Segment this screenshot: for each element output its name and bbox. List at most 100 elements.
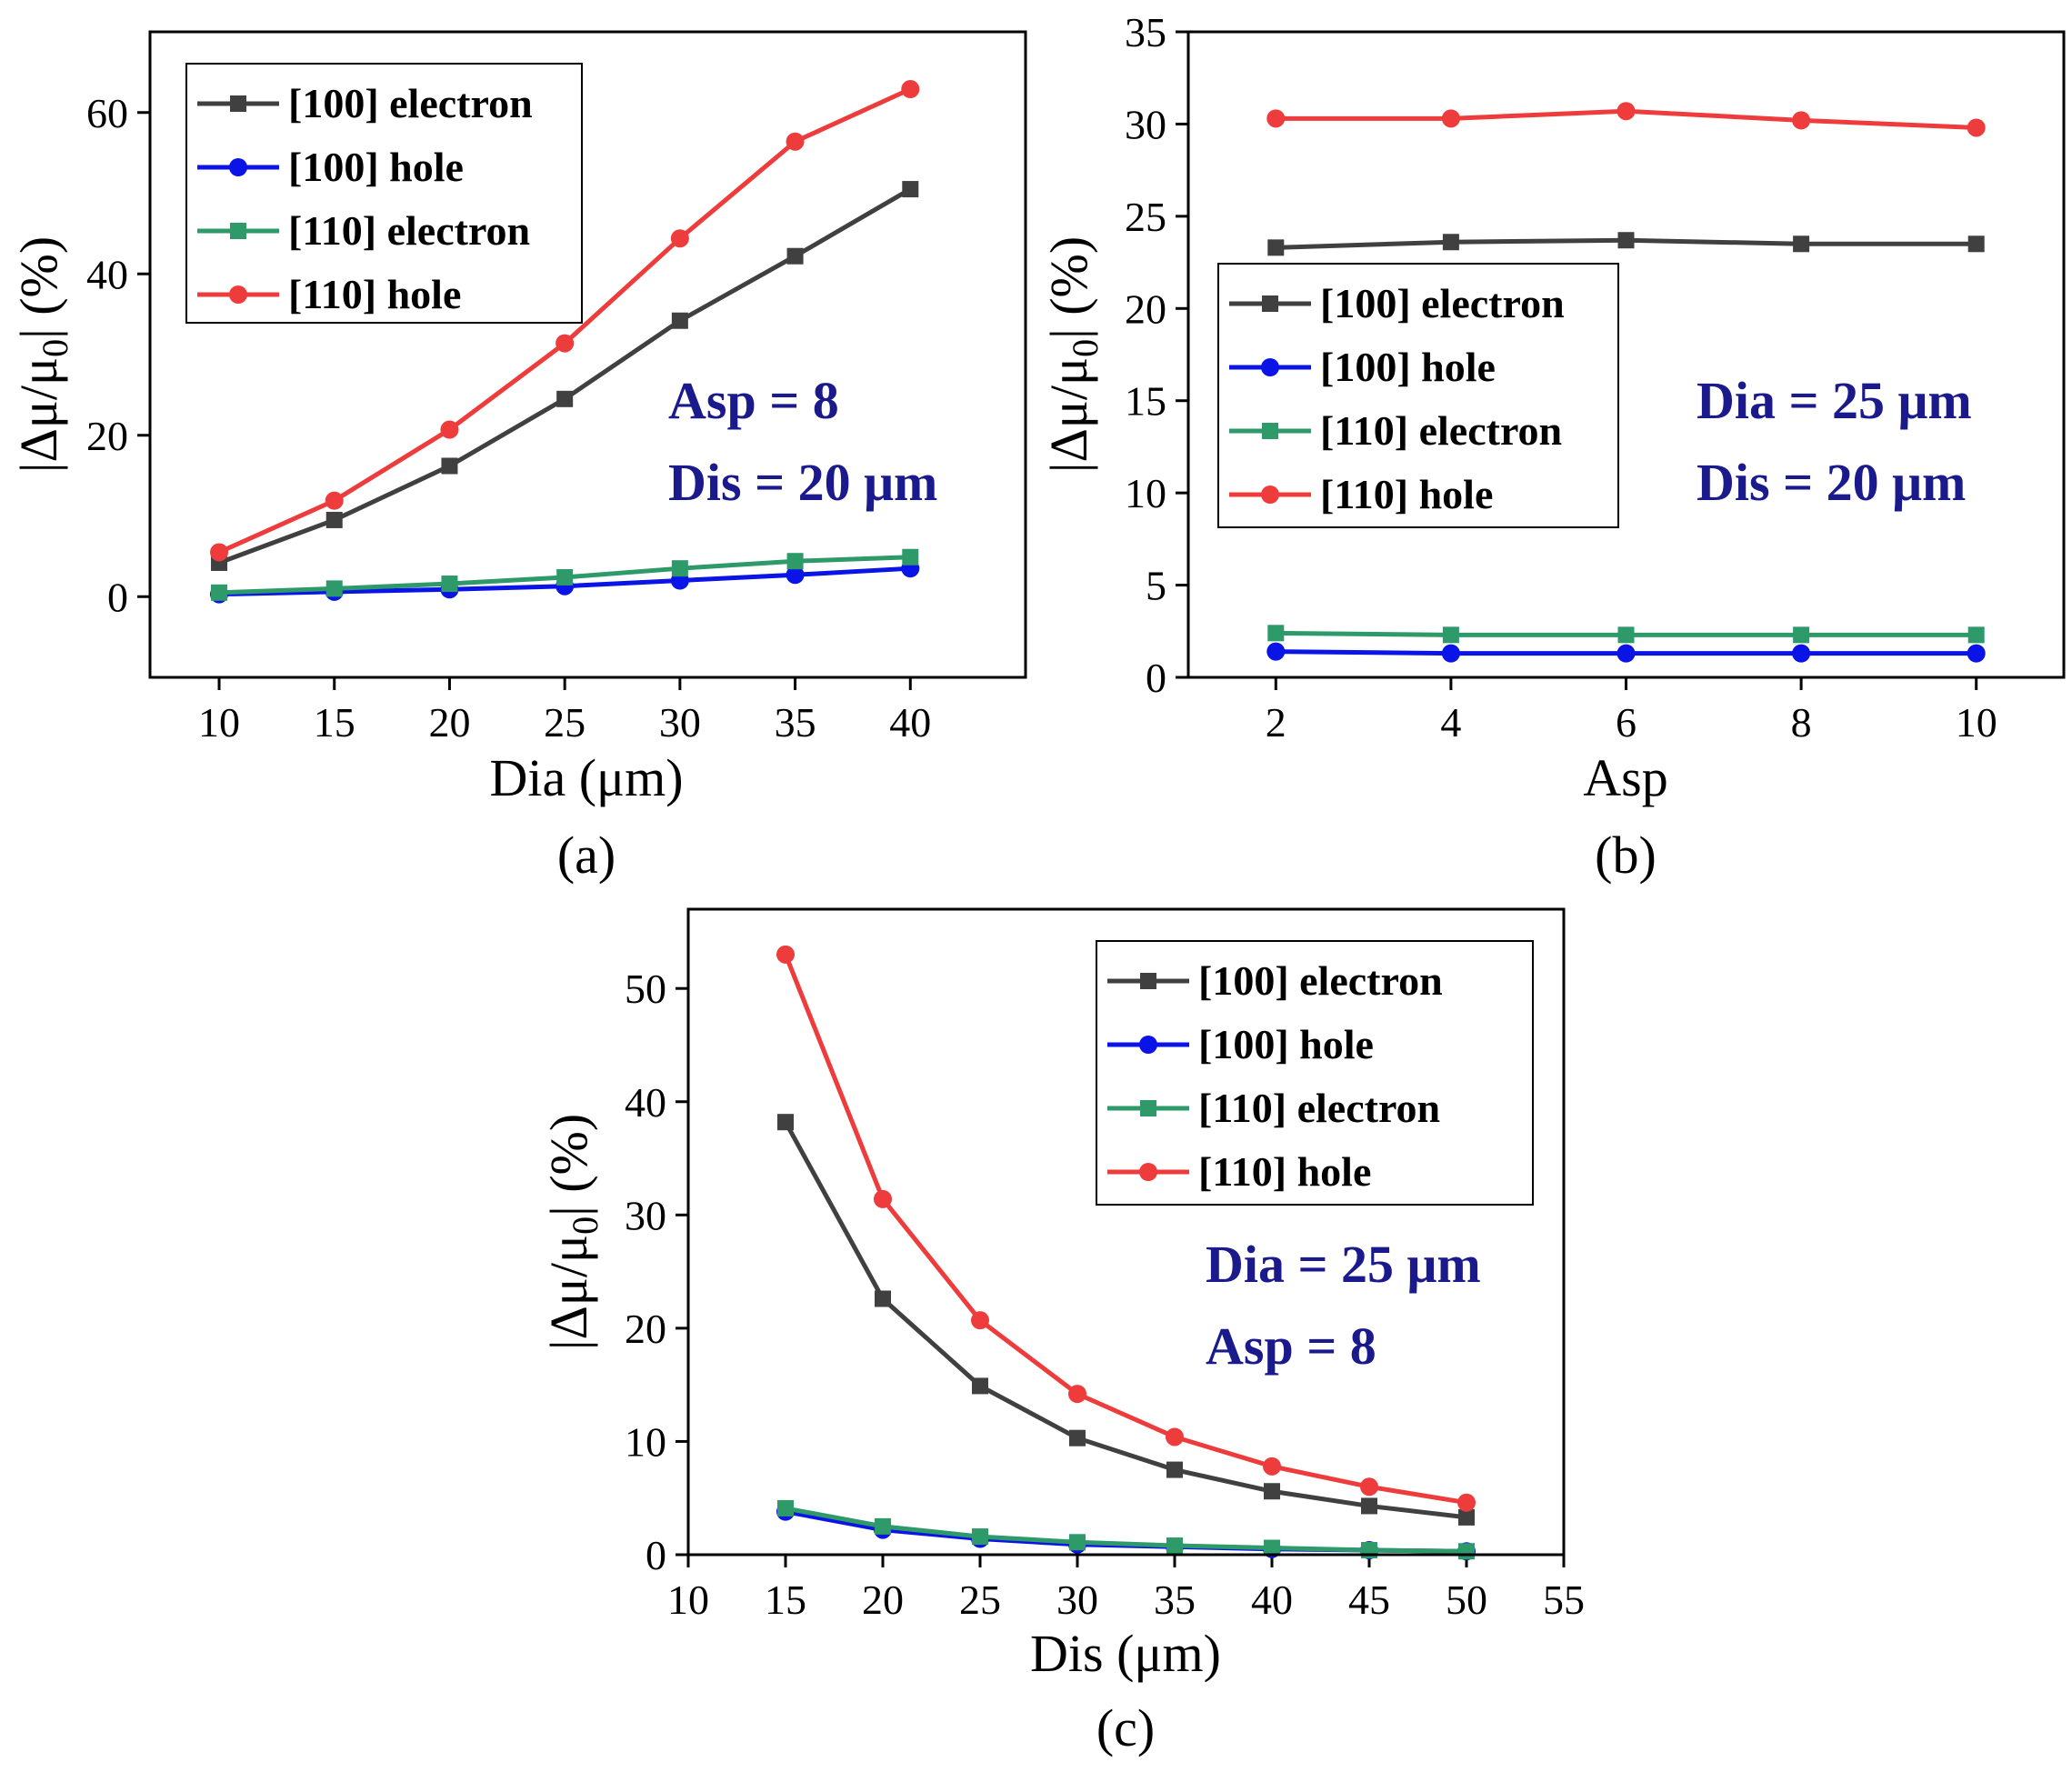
data-point	[1793, 626, 1810, 644]
data-point	[902, 548, 919, 566]
data-point	[556, 568, 574, 586]
x-tick-label: 40	[889, 699, 931, 746]
data-point	[1263, 1457, 1281, 1476]
data-point	[1967, 235, 1985, 253]
y-tick-label: 5	[1146, 563, 1166, 609]
series-100-electron	[777, 1114, 1475, 1526]
y-tick-label: 10	[625, 1418, 666, 1465]
data-point	[211, 584, 228, 601]
data-point	[670, 229, 689, 248]
legend-marker	[1261, 486, 1279, 504]
series-110-electron	[1267, 625, 1985, 644]
annotation: Dia = 25 μm	[1206, 1235, 1481, 1294]
data-point	[1166, 1461, 1183, 1478]
data-point	[1617, 626, 1635, 644]
legend-label: [110] hole	[288, 271, 461, 317]
y-tick-label: 30	[1125, 101, 1166, 147]
annotation: Dis = 20 μm	[1697, 453, 1966, 512]
annotation: Asp = 8	[668, 371, 839, 430]
x-tick-label: 10	[1956, 699, 1997, 746]
plot-frame	[686, 907, 1566, 1557]
data-point	[1617, 102, 1636, 121]
series-100-hole	[1266, 642, 1986, 663]
x-tick-label: 10	[667, 1577, 709, 1623]
data-point	[1442, 626, 1459, 644]
data-point	[786, 247, 804, 265]
data-point	[1266, 109, 1286, 128]
y-axis-label-tail: | (%)	[1039, 236, 1098, 339]
legend: [100] electron [100] hole [110] electron [1…	[185, 63, 583, 324]
data-point	[1793, 235, 1810, 253]
legend-box	[1217, 263, 1619, 528]
legend-marker	[1139, 1036, 1157, 1054]
x-tick-label: 30	[1056, 1577, 1098, 1623]
data-point	[1264, 1483, 1280, 1500]
data-point	[777, 1499, 794, 1517]
x-tick-label: 45	[1348, 1577, 1390, 1623]
y-tick-label: 10	[1125, 470, 1166, 516]
data-point	[556, 334, 575, 353]
data-point	[440, 420, 459, 439]
plot-frame	[1186, 30, 2066, 679]
data-point	[972, 1528, 988, 1546]
y-tick-label: 20	[86, 413, 128, 459]
data-point	[1069, 1534, 1086, 1551]
legend-label: [100] hole	[288, 144, 464, 190]
series-100-electron	[1267, 232, 1985, 256]
data-point	[1166, 1537, 1183, 1555]
y-axis-label-main: |Δμ/μ	[1039, 357, 1098, 473]
legend-label: [100] electron	[1320, 280, 1565, 326]
x-tick-label: 15	[765, 1577, 806, 1623]
data-point	[901, 80, 920, 99]
y-tick-label: 0	[646, 1532, 666, 1578]
legend-marker	[230, 95, 246, 112]
x-tick-label: 15	[314, 699, 355, 746]
data-point	[971, 1311, 989, 1330]
y-tick-label: 60	[86, 90, 128, 136]
annotation: Asp = 8	[1206, 1316, 1376, 1376]
data-point	[1617, 644, 1636, 663]
x-tick-label: 35	[775, 699, 816, 746]
y-tick-label: 40	[625, 1079, 666, 1126]
legend-label: [100] electron	[1198, 957, 1443, 1004]
x-axis-label: Asp	[1583, 748, 1667, 807]
legend-marker	[1140, 1100, 1156, 1116]
y-tick-label: 15	[1125, 378, 1166, 425]
legend-marker	[1139, 1163, 1157, 1181]
y-axis-label: |Δμ/μ0| (%)	[1039, 236, 1106, 473]
data-point	[1617, 232, 1635, 249]
series-110-electron	[211, 548, 919, 601]
series-110-hole	[210, 80, 920, 562]
y-tick-label: 40	[86, 251, 128, 297]
x-axis-label: Dis (μm)	[1030, 1624, 1221, 1683]
y-tick-label: 50	[625, 966, 666, 1012]
legend-box	[1096, 940, 1534, 1206]
data-point	[1458, 1508, 1475, 1526]
y-tick-label: 20	[1125, 285, 1166, 332]
legend-box	[185, 63, 583, 324]
legend-marker	[1140, 973, 1156, 989]
panel-caption: (b)	[1595, 826, 1657, 885]
data-point	[325, 511, 343, 528]
data-point	[972, 1377, 988, 1395]
data-point	[902, 181, 919, 198]
panel-caption: (c)	[1096, 1698, 1155, 1757]
data-point	[1360, 1477, 1378, 1497]
annotation: Dis = 20 μm	[668, 453, 937, 512]
y-axis-label: |Δμ/μ0| (%)	[539, 1114, 606, 1350]
data-point	[1967, 626, 1985, 644]
data-point	[556, 390, 574, 407]
data-point	[1068, 1385, 1086, 1404]
data-point	[1441, 109, 1460, 128]
data-point	[441, 457, 458, 475]
legend-marker	[230, 223, 246, 239]
data-point	[1361, 1497, 1377, 1515]
legend-label: [110] electron	[288, 207, 530, 254]
data-point	[1266, 642, 1286, 661]
legend-label: [100] hole	[1198, 1021, 1374, 1067]
y-axis-label-subscript: 0	[565, 1216, 606, 1235]
data-point	[1264, 1539, 1280, 1557]
x-tick-label: 20	[862, 1577, 904, 1623]
data-point	[1442, 234, 1459, 251]
